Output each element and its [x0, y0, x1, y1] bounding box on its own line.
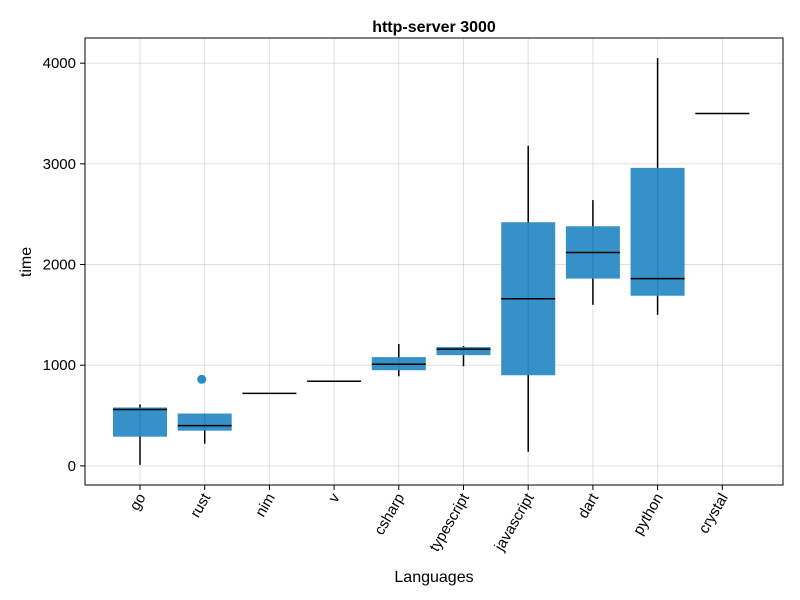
box-csharp [371, 344, 426, 377]
x-axis-label: Languages [394, 569, 473, 586]
chart-title: http-server 3000 [372, 19, 496, 36]
box-python [630, 58, 685, 315]
grid-layer [85, 38, 783, 485]
y-tick-label: 2000 [43, 257, 76, 274]
box-body [113, 407, 167, 437]
box-rust [177, 374, 232, 444]
box-go [113, 404, 167, 465]
y-tick-label: 0 [68, 458, 76, 475]
x-tick-label: go [126, 491, 149, 514]
outlier-point [197, 374, 207, 384]
y-axis: 0 1000 2000 3000 4000 [43, 55, 85, 475]
box-dart [565, 200, 620, 305]
y-tick-label: 4000 [43, 55, 76, 72]
y-tick-label: 3000 [43, 156, 76, 173]
box-body [630, 167, 685, 296]
box-typescript [436, 346, 491, 367]
y-tick-label: 1000 [43, 357, 76, 374]
box-body [177, 413, 232, 431]
box-body [436, 347, 491, 356]
plot-frame [84, 37, 784, 486]
plot-layer [113, 58, 750, 465]
y-axis-label: time [18, 247, 35, 277]
box-javascript [501, 145, 556, 452]
